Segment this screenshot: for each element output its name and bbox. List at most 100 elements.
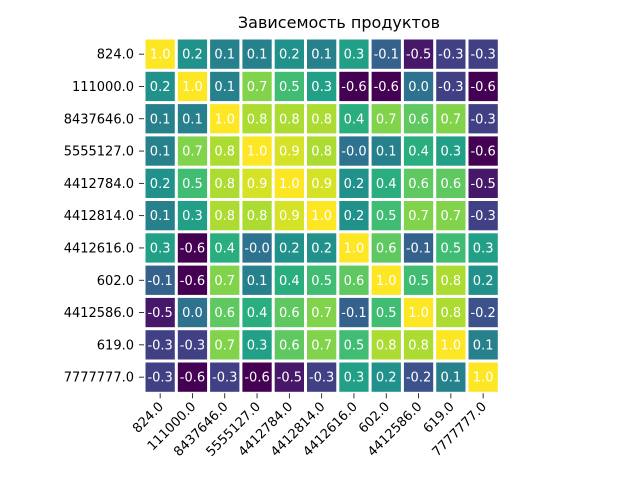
heatmap-cell-value: 1.0 xyxy=(408,306,429,321)
heatmap-cell xyxy=(307,39,337,69)
heatmap-cell-value: 0.8 xyxy=(214,145,235,160)
heatmap-cell-value: 0.8 xyxy=(376,338,397,353)
heatmap-cell xyxy=(436,233,466,263)
heatmap-cell xyxy=(339,330,369,360)
heatmap-cell-value: -0.6 xyxy=(180,241,205,256)
heatmap-cell-value: -0.3 xyxy=(147,371,172,386)
heatmap-cell xyxy=(339,136,369,166)
heatmap-cell xyxy=(145,71,175,102)
heatmap-cell-value: -0.6 xyxy=(470,145,495,160)
heatmap-cell-value: -0.5 xyxy=(470,177,495,192)
heatmap-cell xyxy=(307,233,337,263)
heatmap-cell xyxy=(371,168,401,198)
heatmap-cell xyxy=(468,39,498,69)
heatmap-cell-value: 1.0 xyxy=(247,145,268,160)
heatmap-cell xyxy=(468,297,498,328)
heatmap-cell xyxy=(177,71,208,102)
heatmap-cell-value: 0.8 xyxy=(214,209,235,224)
heatmap-cell-value: -0.2 xyxy=(406,371,431,386)
heatmap-cell-value: 0.2 xyxy=(311,241,332,256)
heatmap-cell xyxy=(468,168,498,198)
heatmap-cell xyxy=(177,330,208,360)
heatmap-cell-value: 0.4 xyxy=(247,306,268,321)
heatmap-cell xyxy=(403,201,434,231)
heatmap-cell-value: 0.1 xyxy=(473,338,494,353)
heatmap-cell-value: 0.1 xyxy=(150,209,171,224)
heatmap-cell-value: 0.6 xyxy=(344,274,365,289)
heatmap-cell-value: 0.8 xyxy=(247,112,268,127)
heatmap-cell-value: 1.0 xyxy=(311,209,332,224)
heatmap-cell xyxy=(210,330,240,360)
heatmap-cell xyxy=(145,297,175,328)
heatmap-cell-value: 0.6 xyxy=(408,177,429,192)
heatmap-cell-value: -0.0 xyxy=(341,145,366,160)
heatmap-cell-value: 0.9 xyxy=(247,177,268,192)
heatmap-cell xyxy=(307,71,337,102)
heatmap-cell-value: 1.0 xyxy=(473,371,494,386)
heatmap-cell-value: 0.0 xyxy=(182,306,203,321)
heatmap-cell-value: 0.8 xyxy=(311,112,332,127)
heatmap-cell xyxy=(371,104,401,134)
heatmap-cell-value: 0.3 xyxy=(247,338,268,353)
heatmap-cell-value: -0.3 xyxy=(180,338,205,353)
heatmap-cell xyxy=(403,168,434,198)
heatmap-cell-value: 0.0 xyxy=(408,80,429,95)
heatmap-cell xyxy=(339,265,369,295)
heatmap-cell-value: 0.2 xyxy=(279,241,300,256)
heatmap-cell-value: 0.1 xyxy=(247,274,268,289)
heatmap-cell xyxy=(177,233,208,263)
y-tick-label: 7777777.0 xyxy=(64,371,134,386)
heatmap-cell xyxy=(403,233,434,263)
heatmap-cell xyxy=(371,362,401,392)
heatmap-cell xyxy=(242,297,272,328)
heatmap-cell-value: 0.7 xyxy=(182,145,203,160)
heatmap-cells: 1.0 0.2 0.1 0.1 0.2 0.1 0.3 -0.1 -0.5 -0.3 -0.3 0.2… xyxy=(145,39,498,392)
heatmap-cell-value: 0.6 xyxy=(214,306,235,321)
heatmap-cell xyxy=(177,136,208,166)
heatmap-cell xyxy=(210,265,240,295)
heatmap-cell-value: 0.5 xyxy=(182,177,203,192)
heatmap-cell xyxy=(371,39,401,69)
heatmap-cell xyxy=(307,168,337,198)
heatmap-cell-value: 0.4 xyxy=(214,241,235,256)
heatmap-cell-value: 1.0 xyxy=(279,177,300,192)
heatmap-cell-value: 0.2 xyxy=(150,80,171,95)
heatmap-cell-value: 0.5 xyxy=(376,306,397,321)
heatmap-cell xyxy=(436,39,466,69)
heatmap-cell-value: -0.6 xyxy=(180,274,205,289)
heatmap-cell-value: 0.1 xyxy=(376,145,397,160)
heatmap-cell xyxy=(210,136,240,166)
heatmap-cell-value: 0.8 xyxy=(408,338,429,353)
heatmap-cell-value: 0.1 xyxy=(182,112,203,127)
heatmap-cell xyxy=(436,330,466,360)
heatmap-cell xyxy=(307,362,337,392)
heatmap-cell-value: 0.1 xyxy=(150,145,171,160)
heatmap-cell xyxy=(210,71,240,102)
y-tick-label: 4412814.0 xyxy=(64,209,134,224)
heatmap-cell xyxy=(371,265,401,295)
heatmap-cell xyxy=(468,330,498,360)
heatmap-cell xyxy=(468,71,498,102)
heatmap-cell xyxy=(307,265,337,295)
heatmap-cell-value: 0.3 xyxy=(311,80,332,95)
heatmap-cell xyxy=(403,39,434,69)
heatmap-cell-value: -0.3 xyxy=(438,48,463,63)
heatmap-cell-value: 0.8 xyxy=(311,145,332,160)
heatmap-cell xyxy=(339,362,369,392)
heatmap-cell xyxy=(436,104,466,134)
heatmap-cell-value: 0.5 xyxy=(344,338,365,353)
heatmap-cell-value: 0.8 xyxy=(247,209,268,224)
heatmap-cell-value: 0.5 xyxy=(376,209,397,224)
heatmap-cell xyxy=(177,168,208,198)
heatmap-cell xyxy=(177,297,208,328)
heatmap-cell-value: 0.1 xyxy=(311,48,332,63)
heatmap-cell-value: 0.7 xyxy=(408,209,429,224)
heatmap-cell-value: -0.6 xyxy=(374,80,399,95)
heatmap-cell xyxy=(339,233,369,263)
heatmap-cell-value: 0.9 xyxy=(279,145,300,160)
heatmap-cell xyxy=(242,201,272,231)
heatmap-cell-value: 0.3 xyxy=(473,241,494,256)
heatmap-cell xyxy=(145,168,175,198)
heatmap-cell-value: 0.7 xyxy=(311,338,332,353)
